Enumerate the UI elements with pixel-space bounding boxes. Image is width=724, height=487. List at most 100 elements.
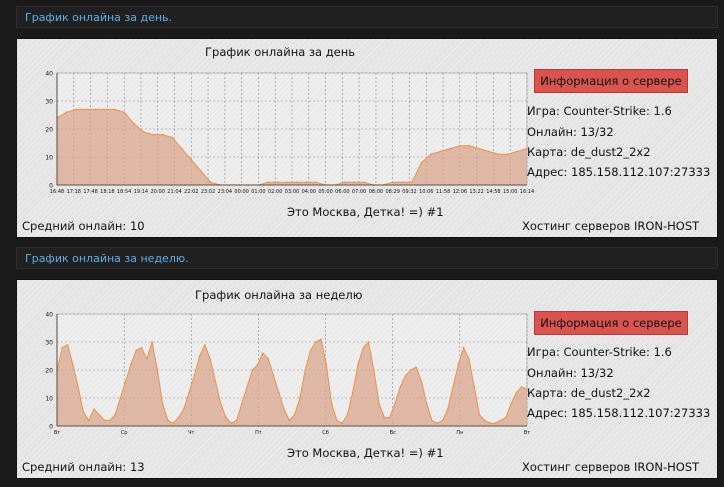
day-data-point — [142, 131, 145, 133]
day-xtick-label: 05:00 — [318, 189, 332, 195]
week-data-point — [72, 363, 74, 366]
day-xtick-label: 19:14 — [134, 189, 148, 195]
day-ytick-label: 0 — [49, 183, 53, 190]
day-data-point — [171, 136, 173, 139]
day-data-point — [123, 111, 125, 113]
week-data-point — [367, 341, 370, 343]
week-data-point — [272, 374, 275, 377]
day-xtick-label: 21:04 — [167, 189, 181, 195]
week-xtick-label: Чт — [188, 430, 194, 436]
week-data-point — [388, 416, 391, 419]
week-data-point — [241, 402, 243, 405]
day-data-point — [104, 108, 106, 111]
week-data-point — [346, 414, 349, 416]
day-data-point — [411, 181, 413, 183]
day-data-point — [420, 161, 423, 164]
week-data-point — [214, 380, 217, 382]
week-data-point — [251, 369, 254, 371]
week-data-point — [478, 414, 481, 416]
week-graph-header[interactable]: График онлайна за неделю. — [16, 247, 718, 269]
week-data-point — [219, 402, 222, 405]
day-data-point — [113, 108, 116, 111]
week-chart-title: График онлайна за неделю — [195, 288, 363, 302]
week-data-point — [225, 416, 227, 419]
week-data-point — [520, 386, 523, 388]
week-series-line — [56, 338, 528, 424]
week-data-point — [473, 386, 475, 388]
day-game-label: Игра: Counter-Strike: 1.6 — [527, 104, 672, 118]
day-xtick-label: 11:58 — [436, 189, 450, 195]
week-server-info-button[interactable]: Информация о сервере — [534, 311, 688, 335]
day-data-point — [487, 150, 490, 153]
week-data-point — [314, 341, 317, 343]
day-xtick-label: 01:00 — [251, 189, 265, 195]
week-data-point — [277, 391, 280, 394]
week-data-point — [267, 358, 270, 360]
day-xtick-label: 20:00 — [151, 189, 165, 195]
week-data-point — [293, 414, 296, 416]
week-data-point — [357, 363, 359, 366]
day-map-label: Карта: de_dust2_2x2 — [527, 145, 651, 159]
day-ytick-label: 20 — [45, 127, 53, 134]
day-xtick-label: 17:18 — [67, 189, 81, 195]
week-data-point — [425, 402, 428, 405]
day-address-label: Адрес: 185.158.112.107:27333 — [527, 165, 711, 179]
week-xtick-label: Ср — [121, 430, 128, 436]
week-data-point — [330, 402, 333, 405]
week-ytick-label: 30 — [45, 340, 53, 347]
week-data-point — [410, 369, 412, 371]
day-xtick-label: 00:00 — [234, 189, 248, 195]
week-game-label: Игра: Counter-Strike: 1.6 — [527, 345, 672, 359]
week-graph-header-label: График онлайна за неделю. — [25, 252, 189, 265]
week-data-point — [320, 338, 322, 340]
day-xtick-label: 10:06 — [419, 189, 433, 195]
day-data-point — [430, 153, 432, 155]
day-data-point — [478, 147, 480, 150]
day-graph-panel: График онлайна за день 0 10 20 30 40 16:48 17:… — [16, 38, 718, 238]
day-data-point — [497, 153, 500, 155]
week-data-point — [145, 358, 148, 360]
day-data-point — [295, 181, 298, 183]
week-data-point — [77, 386, 79, 388]
week-data-point — [288, 419, 291, 422]
week-data-point — [499, 419, 502, 422]
week-data-point — [151, 341, 153, 343]
day-xtick-label: 18:18 — [100, 189, 114, 195]
day-graph-header[interactable]: График онлайна за день. — [16, 6, 718, 28]
week-data-point — [114, 414, 116, 416]
week-data-point — [420, 380, 423, 382]
day-ytick-label: 40 — [45, 71, 53, 78]
week-data-point — [262, 352, 264, 354]
week-ytick-label: 40 — [45, 312, 53, 319]
week-data-point — [383, 416, 386, 419]
week-data-point — [103, 419, 106, 422]
week-ytick-label: 0 — [49, 424, 53, 431]
day-xtick-label: 03:00 — [285, 189, 299, 195]
day-hosting-link[interactable]: Хостинг серверов IRON-HOST — [522, 219, 700, 233]
day-data-point — [315, 181, 317, 183]
day-data-point — [209, 181, 212, 183]
day-server-name: Это Москва, Детка! =) #1 — [287, 205, 444, 219]
day-data-point — [305, 181, 308, 183]
week-data-point — [309, 349, 312, 352]
day-xtick-label: 22:02 — [184, 189, 198, 195]
day-data-point — [200, 170, 202, 172]
week-data-point — [188, 391, 190, 394]
week-data-point — [468, 358, 470, 360]
day-server-info-button[interactable]: Информация о сервере — [534, 69, 688, 93]
week-data-point — [505, 416, 507, 419]
week-hosting-link[interactable]: Хостинг серверов IRON-HOST — [522, 460, 700, 474]
week-data-point — [256, 363, 259, 366]
week-data-point — [351, 391, 354, 394]
week-xtick-label: Вт — [524, 430, 530, 436]
week-series-area — [57, 339, 527, 426]
week-data-point — [119, 397, 122, 399]
week-data-point — [61, 346, 64, 349]
week-data-point — [483, 419, 486, 422]
day-xtick-label: 18:54 — [117, 189, 131, 195]
week-xtick-label: Вт — [54, 430, 60, 436]
day-online-label: Онлайн: 13/32 — [527, 125, 614, 139]
day-xtick-label: 13:22 — [469, 189, 483, 195]
day-data-point — [286, 181, 289, 183]
